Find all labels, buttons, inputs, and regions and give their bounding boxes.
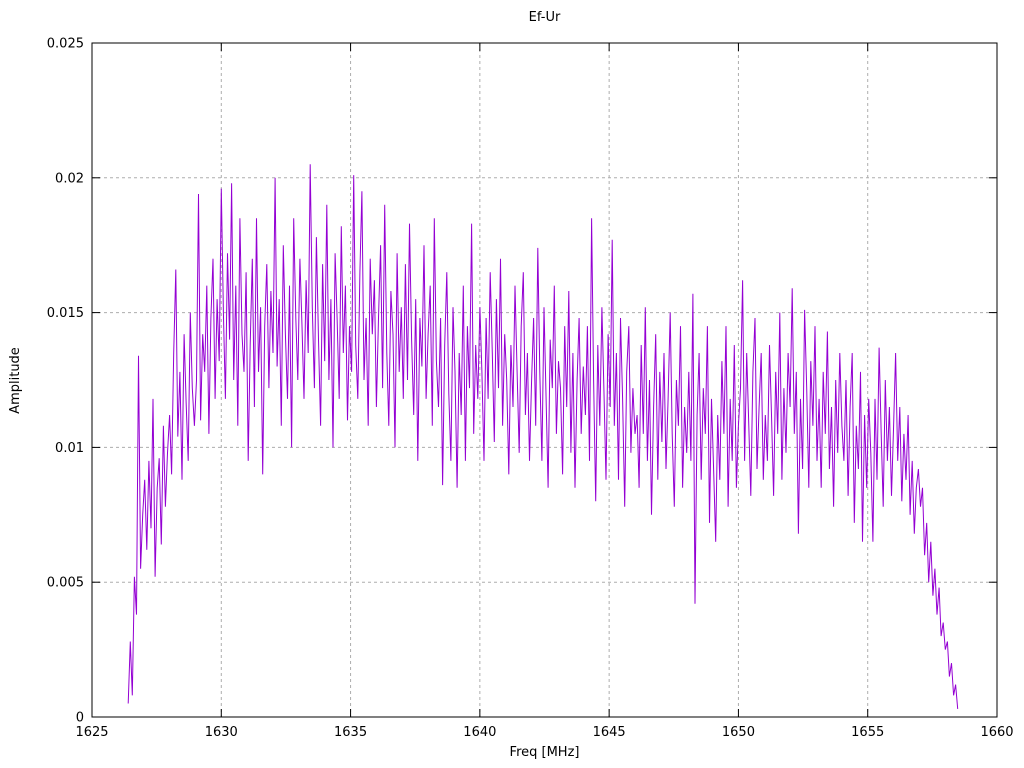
grid-lines	[92, 43, 997, 717]
svg-text:0.015: 0.015	[47, 306, 84, 321]
svg-text:1640: 1640	[463, 725, 496, 740]
svg-text:1630: 1630	[205, 725, 238, 740]
svg-text:1650: 1650	[722, 725, 755, 740]
spectrum-line	[127, 164, 959, 709]
svg-text:0.02: 0.02	[55, 171, 84, 186]
svg-text:1625: 1625	[75, 725, 108, 740]
svg-text:0.01: 0.01	[55, 441, 84, 456]
svg-text:0.025: 0.025	[47, 37, 84, 52]
svg-text:1635: 1635	[334, 725, 367, 740]
x-tick-labels: 1625 1630 1635 1640 1645 1650 1655 1660	[75, 725, 1013, 740]
axis-ticks	[91, 42, 998, 718]
svg-text:1660: 1660	[980, 725, 1013, 740]
plot-border	[91, 42, 998, 718]
svg-text:1655: 1655	[851, 725, 884, 740]
svg-text:0.005: 0.005	[47, 576, 84, 591]
y-tick-labels: 0 0.005 0.01 0.015 0.02 0.025	[47, 37, 84, 726]
svg-text:1645: 1645	[593, 725, 626, 740]
chart-title: Ef-Ur	[528, 10, 561, 25]
x-axis-label: Freq [MHz]	[509, 745, 580, 760]
svg-text:0: 0	[76, 711, 84, 726]
